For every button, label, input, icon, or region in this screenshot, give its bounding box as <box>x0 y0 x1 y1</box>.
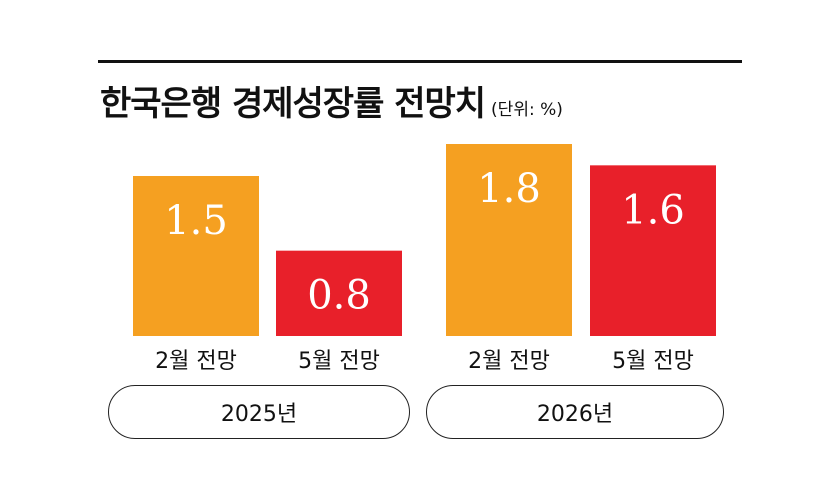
category-label: 5월 전망 <box>298 349 380 374</box>
bar-value-label: 0.8 <box>307 273 371 319</box>
group-label-2025: 2025년 <box>108 385 410 439</box>
top-rule <box>98 60 742 63</box>
group-label-2026: 2026년 <box>426 385 724 439</box>
bar-2026년-2 <box>590 165 716 336</box>
category-label: 2월 전망 <box>468 349 550 374</box>
category-label: 2월 전망 <box>155 349 237 374</box>
bar-2025년-1 <box>133 176 259 336</box>
bar-value-label: 1.6 <box>621 187 685 233</box>
chart-title-text: 한국은행 경제성장률 전망치 <box>100 84 486 124</box>
bar-value-label: 1.8 <box>477 166 541 212</box>
bar-2025년-2 <box>276 250 402 336</box>
unit-note: (단위: %) <box>491 100 563 120</box>
category-label: 5월 전망 <box>612 349 694 374</box>
bar-value-label: 1.5 <box>164 198 228 244</box>
bar-2026년-1 <box>446 144 572 336</box>
chart-title: 한국은행 경제성장률 전망치 (단위: %) <box>100 76 563 125</box>
